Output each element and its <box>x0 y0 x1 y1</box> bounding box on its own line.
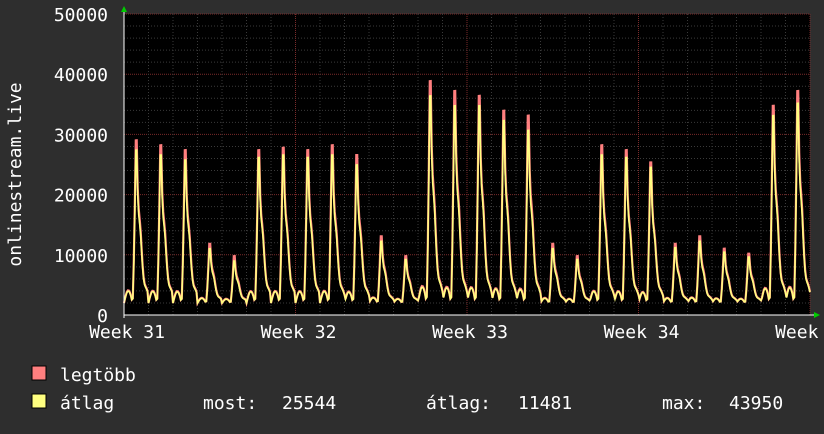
legend-swatch-avg <box>31 393 47 409</box>
legend-label-max: legtöbb <box>60 365 136 386</box>
stat-max-value: 43950 <box>729 393 783 414</box>
x-tick-label: Week 32 <box>261 322 337 343</box>
stat-current-label: most: <box>203 393 257 414</box>
x-tick-label: Week 31 <box>89 322 165 343</box>
axes <box>121 6 820 318</box>
x-tick-label: Week 33 <box>432 322 508 343</box>
series-avg-layer <box>123 95 811 306</box>
x-axis-arrow <box>814 312 820 318</box>
legend-swatch-max <box>31 365 47 381</box>
y-tick-label: 20000 <box>54 186 108 207</box>
legend-label-avg: átlag <box>60 393 114 414</box>
x-tick-labels: Week 31 Week 32 Week 33 Week 34 Week 35 <box>89 322 824 343</box>
y-tick-label: 10000 <box>54 246 108 267</box>
y-tick-label: 30000 <box>54 125 108 146</box>
y-tick-label: 50000 <box>54 5 108 26</box>
y-axis-label: onlinestream.live <box>5 82 26 266</box>
y-tick-label: 40000 <box>54 65 108 86</box>
series-line-avg <box>123 95 811 306</box>
stat-average-label: átlag: <box>426 393 491 414</box>
x-tick-label: Week 35 <box>775 322 824 343</box>
y-tick-label: 0 <box>97 306 108 327</box>
y-axis-arrow <box>121 6 127 12</box>
stat-max-label: max: <box>662 393 705 414</box>
stat-average-value: 11481 <box>518 393 572 414</box>
x-tick-label: Week 34 <box>604 322 680 343</box>
y-tick-labels: 0 10000 20000 30000 40000 50000 <box>54 5 108 327</box>
stat-current-value: 25544 <box>282 393 336 414</box>
